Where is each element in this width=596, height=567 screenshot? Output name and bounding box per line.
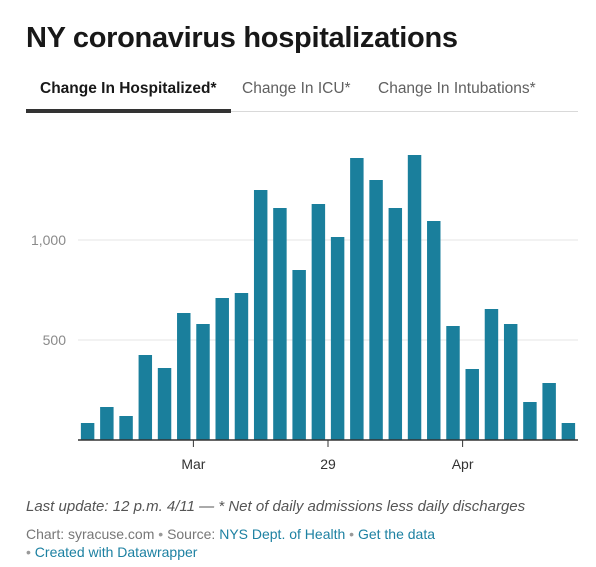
source-link[interactable]: NYS Dept. of Health [219, 526, 346, 542]
bar[interactable]: Mar 22: 580 [196, 324, 210, 440]
bar[interactable]: Mar 20: 360 [157, 368, 172, 440]
tab-change-in-hospitalized[interactable]: Change In Hospitalized* [26, 78, 231, 113]
bar-chart: 500 1,000 Mar 16: 85 Mar 17: 165 Mar 18: 12… [31, 155, 578, 472]
y-axis-labels: 500 1,000 [31, 232, 66, 348]
source-prefix: Source: [167, 526, 216, 542]
bar[interactable]: Apr 9: 285 [542, 383, 556, 440]
bar[interactable]: Mar 30: 1410 [350, 158, 364, 440]
bar[interactable]: Mar 21: 635 [177, 313, 191, 440]
bar[interactable]: Mar 27: 850 [292, 270, 306, 440]
bar[interactable]: Apr 1: 1160 [388, 208, 403, 440]
separator: • [26, 544, 31, 560]
bar[interactable]: Mar 16: 85 [80, 423, 95, 440]
y-tick-label: 500 [43, 332, 67, 348]
bar[interactable]: Mar 25: 1250 [253, 190, 268, 440]
bar[interactable]: Mar 17: 165 [100, 407, 114, 440]
bar[interactable]: Apr 8: 190 [523, 402, 537, 440]
tab-bar: Change In Hospitalized* Change In ICU* C… [26, 74, 578, 113]
separator: • [349, 526, 355, 542]
chart-credit: Chart: syracuse.com [26, 526, 155, 542]
bar[interactable]: Mar 28: 1180 [311, 204, 326, 440]
bar[interactable]: Mar 24: 735 [234, 293, 249, 440]
bar[interactable]: Apr 10: 85 [561, 423, 576, 440]
datawrapper-link[interactable]: Created with Datawrapper [34, 544, 198, 560]
x-tick-label: 29 [320, 456, 336, 472]
bar[interactable]: Mar 29: 1015 [330, 237, 345, 440]
chart-notes: Last update: 12 p.m. 4/11 — * Net of dai… [26, 498, 526, 515]
separator: • [158, 526, 164, 542]
chart-credits: Chart: syracuse.com • Source: NYS Dept. … [26, 525, 578, 561]
bar[interactable]: Mar 31: 1300 [369, 180, 383, 440]
y-tick-label: 1,000 [31, 232, 66, 248]
bar[interactable]: Mar 23: 710 [215, 298, 229, 440]
bar[interactable]: Apr 4: 570 [446, 326, 460, 440]
chart-title: NY coronavirus hospitalizations [26, 22, 458, 54]
bar[interactable]: Mar 19: 425 [138, 355, 153, 440]
bar[interactable]: Apr 7: 580 [503, 324, 518, 440]
bars: Mar 16: 85 Mar 17: 165 Mar 18: 120 Mar 19: … [80, 155, 576, 440]
tab-change-in-icu[interactable]: Change In ICU* [242, 80, 351, 97]
tab-change-in-intubations[interactable]: Change In Intubations* [378, 80, 536, 97]
bar[interactable]: Apr 6: 655 [484, 309, 499, 440]
bar[interactable]: Apr 5: 355 [465, 369, 479, 440]
bar[interactable]: Mar 18: 120 [119, 416, 133, 440]
x-tick-label: Mar [181, 456, 205, 472]
x-axis-ticks: Mar 29 Apr [181, 440, 474, 472]
bar[interactable]: Mar 26: 1160 [273, 208, 287, 440]
gridlines [78, 239, 578, 341]
bar[interactable]: Apr 3: 1095 [427, 221, 441, 440]
x-tick-label: Apr [452, 456, 474, 472]
bar[interactable]: Apr 2: 1425 [407, 155, 422, 440]
get-the-data-link[interactable]: Get the data [357, 526, 436, 542]
